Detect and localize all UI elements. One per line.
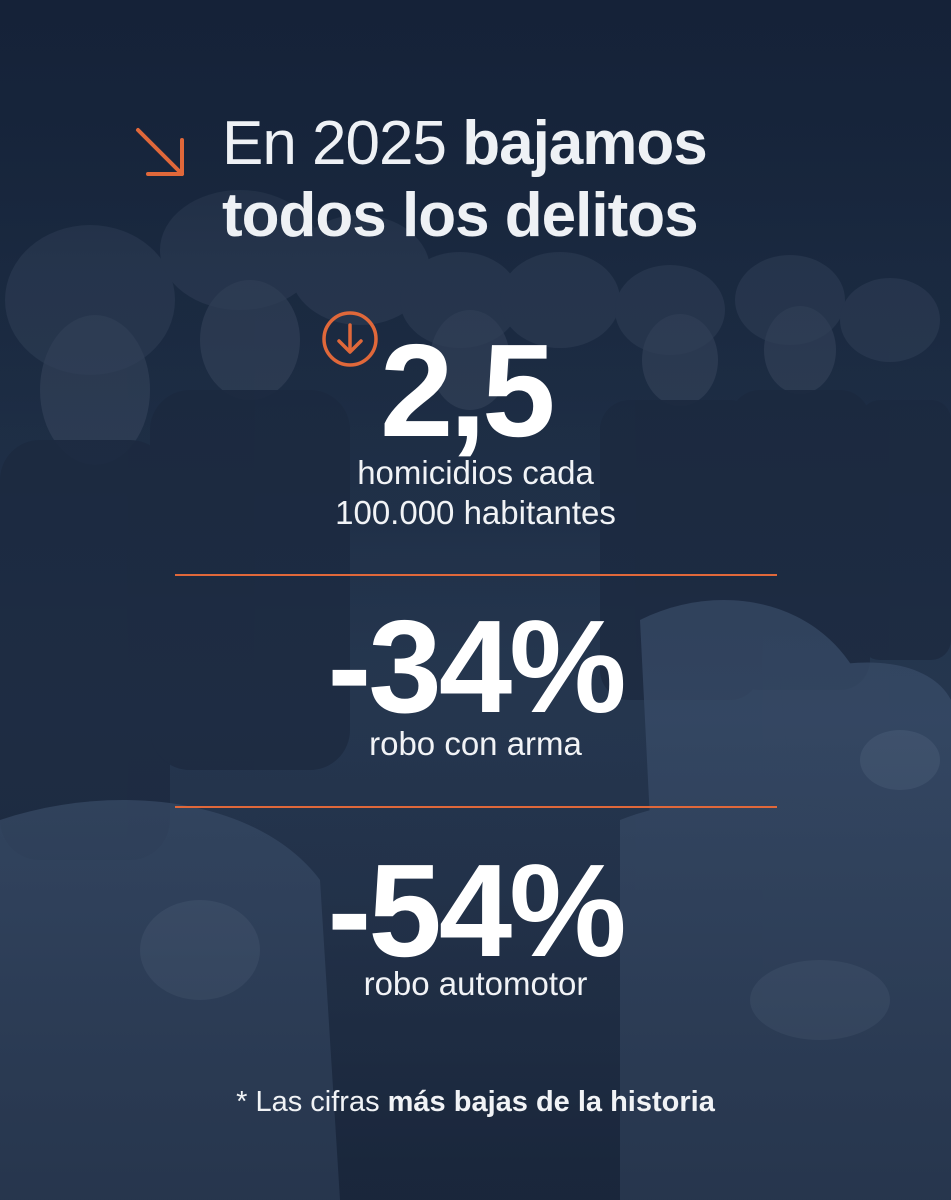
- footnote-prefix: * Las cifras: [236, 1086, 388, 1118]
- circle-arrow-down-icon: [322, 311, 378, 367]
- divider: [175, 574, 777, 576]
- stat-value: -34%: [327, 593, 626, 740]
- stat-label: homicidios cada 100.000 habitantes: [0, 453, 951, 533]
- stat-label-line2: 100.000 habitantes: [335, 494, 616, 531]
- headline: En 2025 bajamos todos los delitos: [222, 108, 862, 252]
- footnote: * Las cifras más bajas de la historia: [0, 1084, 951, 1120]
- headline-light: En 2025: [222, 109, 463, 178]
- stat-value: 2,5: [380, 317, 555, 464]
- footnote-bold: más bajas de la historia: [387, 1086, 715, 1118]
- headline-bold: bajamos todos los delitos: [222, 109, 708, 250]
- stat-label: robo con arma: [369, 725, 582, 762]
- stat-label-line1: homicidios cada: [357, 454, 594, 491]
- arrow-down-right-icon: [136, 128, 184, 176]
- stat-label: robo automotor: [363, 965, 588, 1002]
- divider: [175, 806, 777, 808]
- stat-value: -54%: [327, 837, 626, 984]
